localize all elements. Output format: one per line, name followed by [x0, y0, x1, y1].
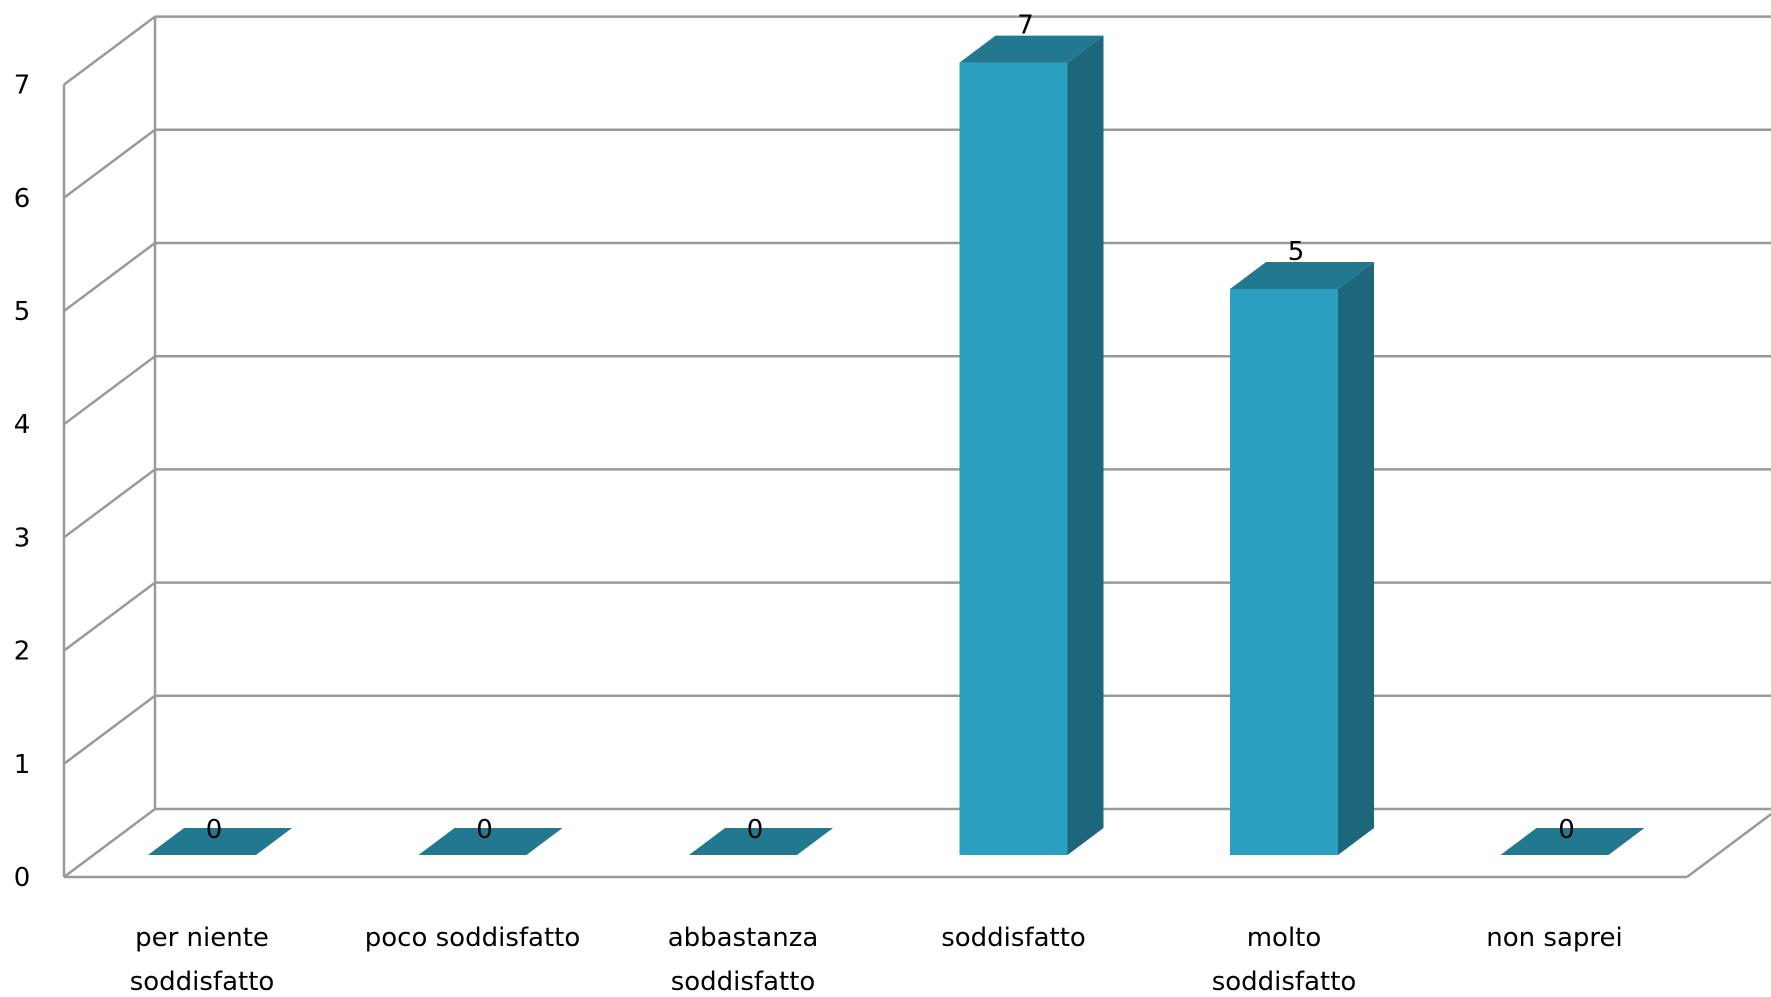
bar — [959, 35, 1104, 856]
data-label: 0 — [476, 815, 493, 845]
category-label: molto — [1247, 923, 1322, 953]
y-tick-label: 6 — [14, 184, 31, 214]
data-label: 0 — [206, 815, 223, 845]
grid-diagonal — [63, 694, 156, 765]
y-tick-label: 5 — [14, 297, 31, 327]
grid-diagonal — [63, 807, 156, 879]
bar — [689, 828, 833, 855]
data-label: 0 — [1558, 815, 1575, 845]
grid-diagonal — [63, 355, 156, 426]
grid-diagonal — [63, 468, 156, 539]
data-label: 7 — [1017, 11, 1034, 41]
category-label: soddisfatto — [671, 967, 816, 997]
grid-diagonal — [63, 241, 156, 313]
data-label: 5 — [1288, 237, 1305, 267]
bar-front — [1230, 289, 1338, 855]
bar — [148, 828, 292, 855]
category-label: soddisfatto — [1212, 967, 1357, 997]
y-tick-label: 0 — [14, 863, 31, 893]
bars — [148, 35, 1645, 856]
grid-layer — [62, 15, 1771, 879]
category-label: abbastanza — [668, 923, 819, 953]
y-tick-label: 3 — [14, 523, 31, 553]
bar-front — [959, 62, 1068, 856]
bar-side — [1338, 262, 1374, 855]
y-axis: 0 1 2 3 4 5 6 7 — [14, 71, 31, 893]
y-tick-label: 7 — [14, 71, 31, 101]
bar-top — [1500, 828, 1645, 855]
data-label: 0 — [747, 815, 764, 845]
bar-top — [959, 35, 1104, 63]
y-tick-label: 2 — [14, 637, 31, 667]
bar-top — [689, 828, 833, 855]
grid-diagonal — [63, 15, 156, 86]
y-tick-label: 1 — [14, 750, 31, 780]
bar-top — [418, 828, 563, 855]
data-labels: 0 0 0 7 5 0 — [206, 11, 1575, 845]
category-label: soddisfatto — [941, 923, 1086, 953]
x-axis: per niente soddisfatto poco soddisfatto abb… — [130, 923, 1623, 997]
bar-top — [148, 828, 292, 855]
floor-edge — [1686, 812, 1771, 879]
bar-top — [1230, 262, 1374, 289]
bar-side — [1067, 35, 1104, 856]
grid-diagonal — [63, 128, 156, 199]
category-label: per niente — [135, 923, 269, 953]
bar — [1230, 262, 1374, 855]
category-label: poco soddisfatto — [365, 923, 581, 953]
category-label: non saprei — [1486, 923, 1622, 953]
bar — [418, 828, 563, 855]
bar — [1500, 828, 1645, 855]
category-label: soddisfatto — [130, 967, 275, 997]
grid-diagonal — [63, 581, 156, 652]
y-tick-label: 4 — [14, 410, 31, 440]
